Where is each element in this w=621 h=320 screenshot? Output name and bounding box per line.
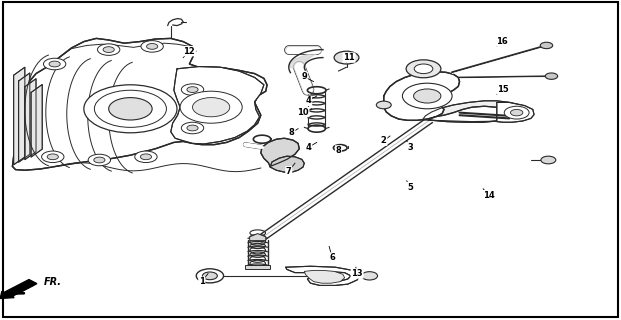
Text: 4: 4 — [306, 143, 312, 152]
Circle shape — [42, 151, 64, 163]
Circle shape — [84, 85, 177, 133]
Text: 11: 11 — [343, 53, 355, 62]
Circle shape — [49, 61, 60, 67]
Circle shape — [504, 106, 529, 119]
Text: 10: 10 — [297, 108, 309, 116]
Polygon shape — [428, 106, 510, 122]
Circle shape — [180, 91, 242, 123]
Polygon shape — [304, 270, 345, 283]
Polygon shape — [19, 73, 30, 162]
Polygon shape — [250, 234, 266, 241]
Circle shape — [140, 154, 152, 160]
Circle shape — [510, 109, 523, 116]
Circle shape — [94, 90, 166, 127]
Circle shape — [361, 272, 378, 280]
Circle shape — [414, 64, 433, 74]
Polygon shape — [497, 102, 534, 122]
Circle shape — [193, 98, 230, 117]
Polygon shape — [12, 38, 267, 170]
Circle shape — [47, 154, 58, 160]
Text: 9: 9 — [301, 72, 307, 81]
Polygon shape — [25, 79, 36, 160]
Text: 4: 4 — [306, 96, 312, 105]
Text: 8: 8 — [289, 128, 295, 137]
Circle shape — [334, 51, 359, 64]
Circle shape — [141, 41, 163, 52]
Polygon shape — [254, 119, 432, 242]
Text: 5: 5 — [407, 183, 413, 192]
Text: 1: 1 — [199, 277, 205, 286]
Text: 6: 6 — [329, 253, 335, 262]
Circle shape — [541, 156, 556, 164]
Text: 12: 12 — [184, 47, 195, 56]
Text: 3: 3 — [407, 143, 413, 152]
Polygon shape — [171, 67, 264, 144]
Circle shape — [147, 44, 158, 49]
Text: 14: 14 — [484, 191, 495, 200]
Text: 2: 2 — [381, 136, 387, 145]
Circle shape — [414, 89, 441, 103]
Polygon shape — [286, 266, 360, 285]
Polygon shape — [384, 72, 460, 120]
Polygon shape — [422, 101, 527, 122]
Circle shape — [43, 58, 66, 70]
Circle shape — [402, 83, 452, 109]
Circle shape — [135, 151, 157, 163]
Circle shape — [376, 101, 391, 109]
Circle shape — [181, 122, 204, 134]
Circle shape — [196, 269, 224, 283]
Text: 15: 15 — [497, 85, 509, 94]
Circle shape — [540, 42, 553, 49]
FancyArrow shape — [0, 280, 37, 299]
Polygon shape — [31, 84, 42, 157]
Circle shape — [187, 87, 198, 92]
Circle shape — [103, 47, 114, 52]
Circle shape — [88, 154, 111, 166]
Polygon shape — [261, 138, 299, 166]
Text: 13: 13 — [351, 269, 363, 278]
Circle shape — [97, 44, 120, 55]
Text: 16: 16 — [496, 37, 507, 46]
Circle shape — [94, 157, 105, 163]
Polygon shape — [245, 265, 270, 269]
Circle shape — [545, 73, 558, 79]
Circle shape — [181, 84, 204, 95]
Text: FR.: FR. — [43, 277, 61, 287]
Text: 7: 7 — [286, 167, 292, 176]
Circle shape — [109, 98, 152, 120]
Polygon shape — [14, 67, 25, 165]
Text: 8: 8 — [335, 146, 342, 155]
Polygon shape — [270, 156, 304, 172]
Circle shape — [406, 60, 441, 78]
Circle shape — [202, 272, 217, 280]
Circle shape — [187, 125, 198, 131]
